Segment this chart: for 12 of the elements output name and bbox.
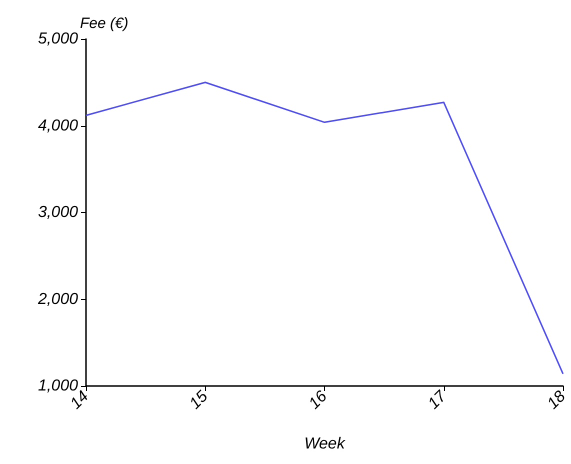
y-tick-label: 3,000 <box>38 204 78 221</box>
line-series <box>85 82 564 375</box>
y-axis-title: Fee (€) <box>80 15 128 32</box>
x-axis-title: Week <box>304 436 346 452</box>
y-tick-label: 4,000 <box>38 117 78 134</box>
x-tick-label: 16 <box>306 388 331 413</box>
y-tick-label: 1,000 <box>38 378 78 394</box>
x-tick-label: 18 <box>544 388 570 413</box>
y-tick-label: 2,000 <box>36 290 78 308</box>
y-tick-label: 5,000 <box>38 30 78 48</box>
x-tick-label: 15 <box>186 388 212 413</box>
x-tick-label: 17 <box>425 387 451 413</box>
